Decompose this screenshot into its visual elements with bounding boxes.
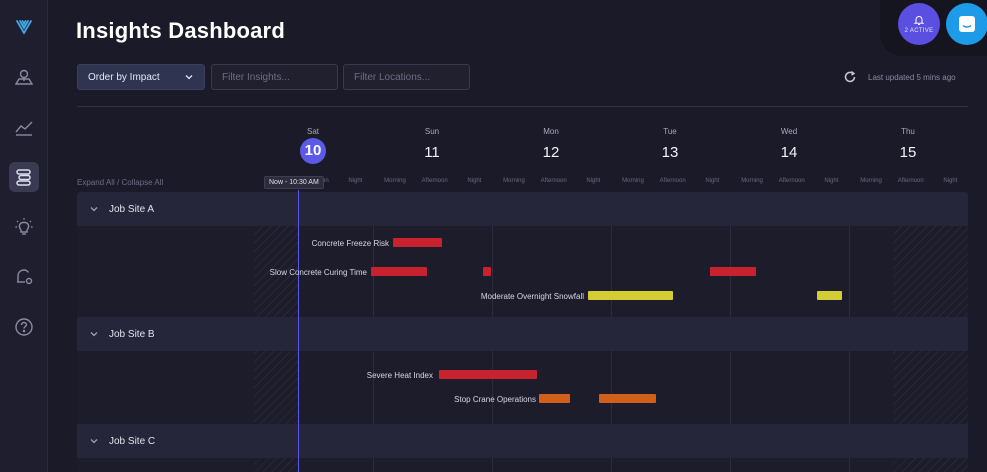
site-name: Job Site B — [109, 329, 155, 340]
time-of-day-label: Morning — [384, 178, 406, 184]
site-row-a[interactable]: Job Site A — [77, 192, 968, 226]
day-mon[interactable]: Mon 12 — [521, 127, 581, 161]
time-of-day-label: Morning — [503, 178, 525, 184]
time-of-day-label: Night — [705, 178, 720, 184]
timeline-grid: Job Site A Job Site B Job Site C — [77, 192, 968, 472]
now-indicator-tag: Now - 10:30 AM — [264, 176, 324, 189]
day-sat[interactable]: Sat 10 — [283, 127, 343, 164]
day-number: 11 — [424, 144, 440, 161]
day-number: 14 — [780, 144, 798, 161]
bell-icon — [913, 15, 925, 25]
help-icon[interactable] — [9, 312, 39, 342]
chevron-down-icon[interactable] — [89, 329, 99, 339]
site-name: Job Site A — [109, 204, 155, 215]
time-of-day-label: Morning — [622, 178, 644, 184]
logo-icon[interactable] — [9, 12, 39, 42]
chat-button[interactable] — [946, 3, 987, 45]
chevron-down-icon[interactable] — [89, 204, 99, 214]
time-of-day-label: Afternoon — [778, 178, 805, 184]
insight-bar[interactable] — [371, 267, 427, 276]
day-name: Mon — [543, 127, 559, 136]
time-of-day-label: Night — [467, 178, 482, 184]
filter-insights-input[interactable]: Filter Insights... — [211, 64, 338, 90]
header-divider — [77, 106, 968, 107]
order-by-value: Order by Impact — [88, 71, 160, 83]
now-indicator-line — [298, 190, 299, 472]
day-wed[interactable]: Wed 14 — [759, 127, 819, 161]
insight-bar[interactable] — [599, 394, 656, 403]
alert-settings-icon[interactable] — [9, 262, 39, 292]
lightbulb-icon[interactable] — [9, 212, 39, 242]
last-updated-text: Last updated 5 mins ago — [868, 73, 956, 82]
insight-label: Severe Heat Index — [366, 371, 433, 380]
filter-insights-placeholder: Filter Insights... — [222, 71, 290, 83]
insight-bar[interactable] — [393, 238, 442, 247]
insight-label: Moderate Overnight Snowfall — [480, 292, 584, 301]
site-row-c[interactable]: Job Site C — [77, 424, 968, 458]
insight-label: Concrete Freeze Risk — [311, 239, 389, 248]
time-of-day-label: Night — [943, 178, 958, 184]
day-name: Tue — [663, 127, 677, 136]
time-of-day-label: Night — [586, 178, 601, 184]
sidebar — [0, 0, 48, 472]
site-row-b[interactable]: Job Site B — [77, 317, 968, 351]
day-number: 12 — [542, 144, 560, 161]
refresh-icon[interactable] — [843, 70, 857, 84]
notifications-button[interactable]: 2 ACTIVE — [898, 3, 940, 45]
insight-bar[interactable] — [710, 267, 756, 276]
time-of-day-label: Night — [348, 178, 363, 184]
day-number: 15 — [899, 144, 917, 161]
insight-bar[interactable] — [817, 291, 842, 300]
insight-bar[interactable] — [483, 267, 491, 276]
insight-bar[interactable] — [439, 370, 537, 379]
day-name: Sat — [306, 127, 319, 136]
insight-label: Stop Crane Operations — [454, 395, 536, 404]
time-of-day-label: Afternoon — [540, 178, 567, 184]
insight-label: Slow Concrete Curing Time — [269, 268, 367, 277]
page-title: Insights Dashboard — [76, 18, 285, 43]
time-of-day-label: Afternoon — [659, 178, 686, 184]
site-name: Job Site C — [109, 436, 156, 447]
time-of-day-label: Morning — [860, 178, 882, 184]
trend-chart-icon[interactable] — [9, 112, 39, 142]
filter-locations-input[interactable]: Filter Locations... — [343, 64, 470, 90]
chevron-down-icon — [185, 75, 193, 80]
order-by-select[interactable]: Order by Impact — [77, 64, 205, 90]
filter-locations-placeholder: Filter Locations... — [354, 71, 431, 83]
time-of-day-label: Night — [824, 178, 839, 184]
time-of-day-label: Afternoon — [421, 178, 448, 184]
expand-collapse-link[interactable]: Expand All / Collapse All — [77, 178, 164, 187]
day-thu[interactable]: Thu 15 — [878, 127, 938, 161]
day-name: Sun — [424, 127, 440, 136]
day-name: Wed — [780, 127, 798, 136]
day-name: Thu — [901, 127, 915, 136]
day-number: 13 — [661, 144, 679, 161]
insight-bar[interactable] — [588, 291, 673, 300]
chevron-down-icon[interactable] — [89, 436, 99, 446]
timeline-icon[interactable] — [9, 162, 39, 192]
map-pin-icon[interactable] — [9, 62, 39, 92]
chat-icon — [959, 16, 975, 32]
insight-bar[interactable] — [539, 394, 570, 403]
day-sun[interactable]: Sun 11 — [402, 127, 462, 161]
time-of-day-label: Afternoon — [897, 178, 924, 184]
day-tue[interactable]: Tue 13 — [640, 127, 700, 161]
active-count-badge: 2 ACTIVE — [904, 28, 934, 34]
day-number: 10 — [300, 138, 326, 164]
time-of-day-label: Morning — [741, 178, 763, 184]
